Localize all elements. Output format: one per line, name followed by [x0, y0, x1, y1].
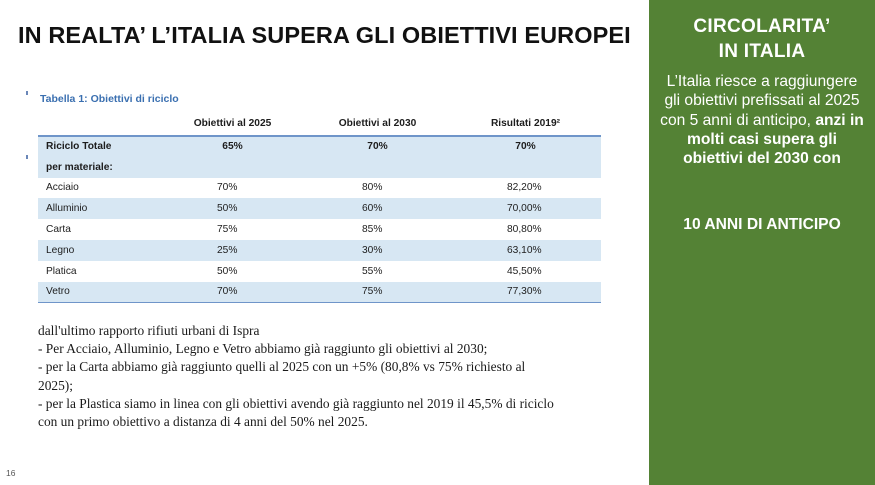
- cell-value: 65%: [160, 136, 305, 157]
- side-panel: CIRCOLARITA’ IN ITALIA L’Italia riesce a…: [649, 0, 875, 485]
- table-row: Alluminio 50% 60% 70,00%: [38, 198, 601, 220]
- cell-value: 25%: [160, 239, 305, 261]
- recycling-targets-table: Obiettivi al 2025 Obiettivi al 2030 Risu…: [38, 112, 601, 303]
- column-header: Risultati 2019²: [450, 112, 601, 137]
- column-header: Obiettivi al 2030: [305, 112, 450, 137]
- side-panel-body: L’Italia riesce a raggiungere gli obiett…: [657, 72, 867, 168]
- table-header-row: Obiettivi al 2025 Obiettivi al 2030 Risu…: [38, 112, 601, 137]
- cell-value: 75%: [217, 224, 238, 236]
- column-header: [38, 112, 160, 137]
- side-title-line: CIRCOLARITA’: [693, 16, 831, 37]
- cell-value: 70,00%: [450, 198, 601, 220]
- table-row: per materiale:: [38, 156, 601, 178]
- row-label: Acciaio: [46, 182, 79, 194]
- note-line: dall'ultimo rapporto rifiuti urbani di I…: [38, 323, 260, 338]
- table-row: Legno 25% 30% 63,10%: [38, 239, 601, 261]
- cell-value: [160, 156, 305, 178]
- row-label: Carta: [46, 224, 71, 236]
- ispra-report-note: dall'ultimo rapporto rifiuti urbani di I…: [38, 322, 628, 431]
- cell-value: [305, 156, 450, 178]
- cell-value: 55%: [362, 265, 383, 277]
- cell-value: 70%: [217, 182, 238, 194]
- cell-value: 70%: [305, 136, 450, 157]
- note-line: con un primo obiettivo a distanza di 4 a…: [38, 414, 368, 430]
- note-line: - per la Carta abbiamo già raggiunto que…: [38, 359, 526, 375]
- cell-value: 63,10%: [450, 239, 601, 261]
- note-line: - Per Acciaio, Alluminio, Legno e Vetro …: [38, 341, 488, 357]
- side-panel-highlight: 10 ANNI DI ANTICIPO: [683, 216, 841, 234]
- cell-value: 75%: [305, 281, 450, 303]
- side-body-text: L’Italia riesce a raggiungere gli obiett…: [660, 73, 860, 129]
- row-label: Vetro: [38, 281, 160, 303]
- table-row: Acciaio 70% 80% 82,20%: [38, 178, 601, 199]
- cell-value: 50%: [160, 198, 305, 220]
- margin-mark: [26, 155, 28, 159]
- column-header: Obiettivi al 2025: [160, 112, 305, 137]
- row-label: Riciclo Totale: [38, 136, 160, 157]
- side-body-bold-text: anzi in molti casi supera gli obiettivi …: [683, 111, 864, 168]
- cell-value: 77,30%: [450, 281, 601, 303]
- table-row: Carta 75% 85% 80,80%: [38, 219, 601, 240]
- row-label: Legno: [38, 239, 160, 261]
- row-label: per materiale:: [38, 156, 160, 178]
- table-caption: Tabella 1: Obiettivi di riciclo: [40, 93, 179, 105]
- row-label: Platica: [46, 265, 77, 277]
- cell-value: 50%: [217, 265, 238, 277]
- cell-value: [450, 156, 601, 178]
- cell-value: 85%: [362, 224, 383, 236]
- table-row: Platica 50% 55% 45,50%: [38, 261, 601, 282]
- cell-value: 45,50%: [507, 265, 542, 277]
- cell-value: 70%: [160, 281, 305, 303]
- cell-value: 80,80%: [507, 224, 542, 236]
- note-line: - per la Plastica siamo in linea con gli…: [38, 395, 554, 411]
- cell-value: 82,20%: [507, 182, 542, 194]
- side-title-line: IN ITALIA: [718, 41, 806, 62]
- cell-value: 30%: [305, 239, 450, 261]
- page-title: IN REALTA’ L’ITALIA SUPERA GLI OBIETTIVI…: [18, 22, 631, 48]
- table-row: Vetro 70% 75% 77,30%: [38, 281, 601, 303]
- side-panel-title: CIRCOLARITA’ IN ITALIA: [649, 14, 875, 64]
- note-line: 2025);: [38, 377, 73, 393]
- row-label: Alluminio: [38, 198, 160, 220]
- table-row: Riciclo Totale 65% 70% 70%: [38, 136, 601, 157]
- cell-value: 80%: [362, 182, 383, 194]
- margin-mark: [26, 91, 28, 95]
- cell-value: 60%: [305, 198, 450, 220]
- page-number: 16: [6, 468, 16, 478]
- cell-value: 70%: [450, 136, 601, 157]
